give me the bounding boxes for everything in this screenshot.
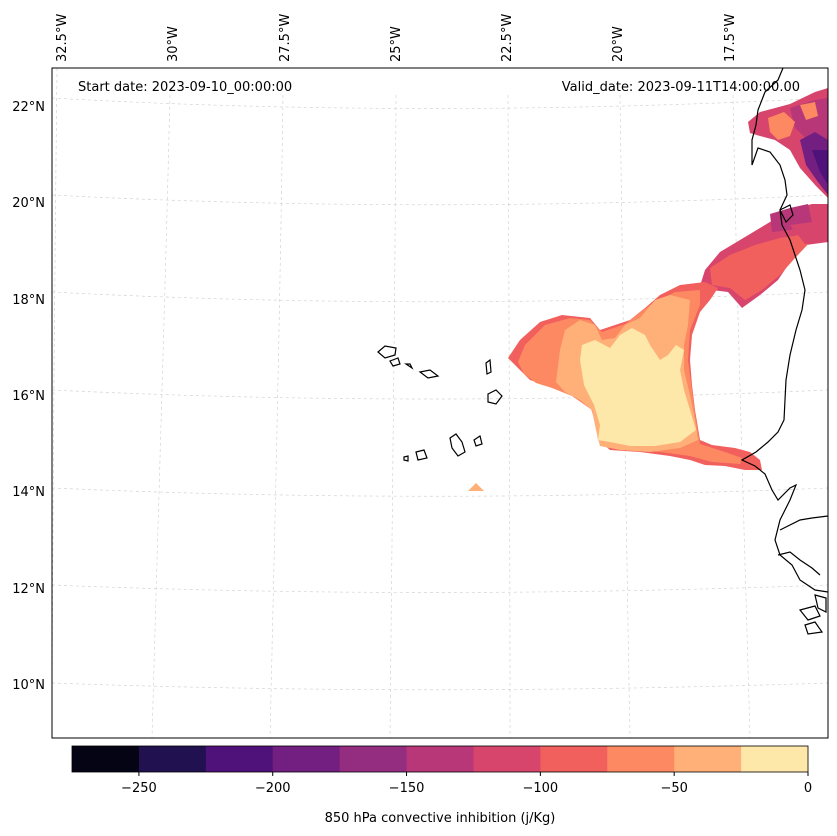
lat-label-22n: 22°N (12, 100, 45, 115)
colorbar-tick-label: −150 (389, 781, 425, 796)
colorbar (72, 746, 809, 772)
colorbar-swatch (205, 746, 274, 772)
valid-date-label: Valid_date: 2023-09-11T14:00:00.00 (562, 80, 800, 95)
lat-label-18n: 18°N (12, 293, 45, 308)
cabo-verde-santo-antao (377, 345, 397, 359)
lon-label-32-5w: 32.5°W (55, 14, 70, 62)
colorbar-tick-label: −200 (255, 781, 291, 796)
colorbar-swatch (540, 746, 608, 772)
africa-coastline (740, 67, 829, 593)
lon-label-30w: 30°W (166, 26, 181, 62)
map-frame (51, 67, 829, 739)
colorbar-swatch (138, 746, 207, 772)
colorbar-swatch (72, 746, 140, 772)
start-date-label: Start date: 2023-09-10_00:00:00 (78, 80, 292, 95)
colorbar-tick-label: −250 (121, 781, 157, 796)
colorbar-swatch (741, 746, 809, 772)
lon-label-17-5w: 17.5°W (723, 14, 738, 62)
colorbar-swatch (406, 746, 474, 772)
latitude-labels: 22°N 20°N 18°N 16°N 14°N 12°N 10°N (12, 100, 45, 693)
colorbar-label: 850 hPa convective inhibition (j/Kg) (325, 811, 556, 826)
longitude-labels: 32.5°W 30°W 27.5°W 25°W 22.5°W 20°W 17.5… (55, 14, 738, 62)
colorbar-frame (71, 745, 809, 773)
colorbar-swatch (339, 746, 408, 772)
coastlines (377, 67, 829, 635)
colorbar-ticks: −250 −200 −150 −100 −50 0 (121, 772, 812, 796)
cabo-verde-santiago (449, 433, 466, 457)
lat-label-16n: 16°N (12, 389, 45, 404)
lat-label-20n: 20°N (12, 196, 45, 211)
colorbar-swatch (674, 746, 742, 772)
colorbar-tick-label: −100 (523, 781, 559, 796)
lon-label-25w: 25°W (389, 26, 404, 62)
lat-label-12n: 12°N (12, 582, 45, 597)
colorbar-tick-label: 0 (804, 781, 812, 796)
colorbar-swatch (607, 746, 675, 772)
lon-label-20w: 20°W (611, 26, 626, 62)
colorbar-tick-label: −50 (660, 781, 687, 796)
lon-label-27-5w: 27.5°W (278, 14, 293, 62)
colorbar-swatch (272, 746, 341, 772)
colorbar-swatch (473, 746, 541, 772)
cin-field (468, 88, 828, 491)
lat-label-10n: 10°N (12, 678, 45, 693)
lon-label-22-5w: 22.5°W (500, 14, 515, 62)
lat-label-14n: 14°N (12, 485, 45, 500)
graticule (51, 67, 829, 739)
